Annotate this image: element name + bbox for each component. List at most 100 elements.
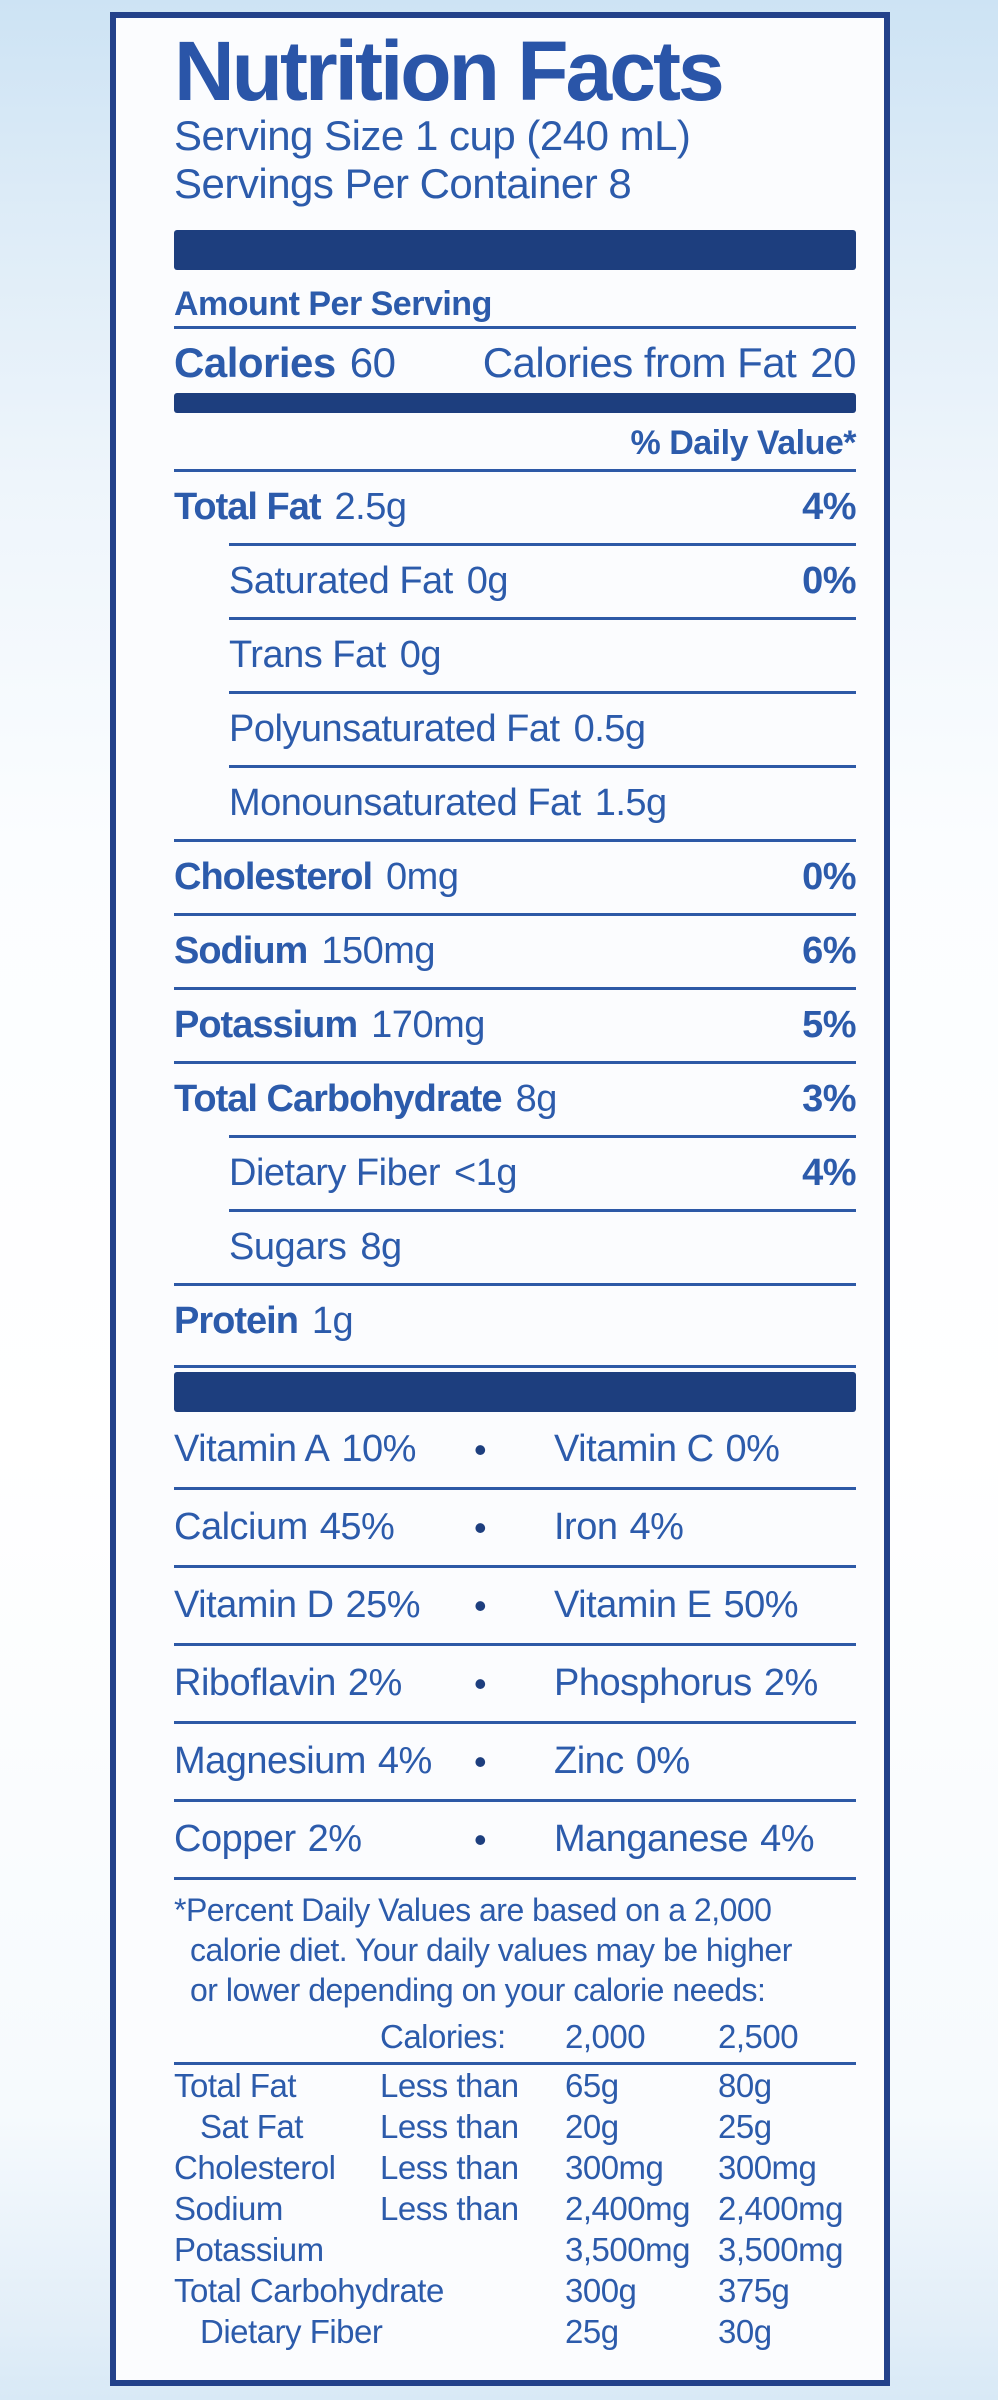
vitamin-name: Phosphorus — [554, 1662, 752, 1704]
vitamin-row-calcium-iron: Calcium 45% • Iron 4% — [174, 1490, 856, 1568]
nutrient-daily-value: 3% — [802, 1078, 856, 1120]
vitamin-value: 25% — [345, 1584, 421, 1626]
vitamin-name: Iron — [554, 1506, 618, 1548]
daily-value-footnote: *Percent Daily Values are based on a 2,0… — [174, 1890, 856, 2010]
nutrient-name: Dietary Fiber — [229, 1152, 441, 1194]
nutrient-name: Cholesterol — [174, 856, 373, 898]
footer-nutrient: Total Fat — [174, 2067, 297, 2104]
bullet-icon: • — [474, 1740, 487, 1782]
servings-per-container: Servings Per Container 8 — [174, 160, 632, 207]
footer-value-2500: 25g — [718, 2108, 772, 2145]
nutrient-name: Polyunsaturated Fat — [229, 708, 560, 750]
nutrient-name: Protein — [174, 1300, 299, 1342]
nutrient-amount: 1.5g — [594, 782, 667, 824]
footer-value-2000: 3,500mg — [565, 2231, 690, 2268]
vitamin-name: Vitamin E — [554, 1584, 712, 1626]
nutrient-row-trans-fat: Trans Fat 0g — [174, 620, 856, 691]
nutrient-amount: 8g — [360, 1226, 402, 1268]
vitamin-value: 2% — [763, 1662, 818, 1704]
bullet-icon: • — [474, 1818, 487, 1860]
nutrient-daily-value: 4% — [802, 486, 856, 528]
footer-value-2000: 300mg — [565, 2149, 664, 2186]
footer-nutrient: Sat Fat — [200, 2108, 303, 2145]
vitamin-right: Zinc 0% — [554, 1740, 690, 1783]
vitamin-value: 0% — [725, 1428, 780, 1470]
separator-rule — [174, 1283, 856, 1286]
nutrient-name: Sodium — [174, 930, 308, 972]
footnote-line: *Percent Daily Values are based on a 2,0… — [174, 1892, 772, 1928]
footer-header-spacer — [174, 2018, 380, 2056]
bullet-icon: • — [474, 1584, 487, 1626]
vitamin-name: Riboflavin — [174, 1662, 336, 1704]
calories-from-fat: Calories from Fat 20 — [482, 335, 857, 391]
footer-qualifier: Less than — [380, 2067, 519, 2104]
footnote-line: or lower depending on your calorie needs… — [190, 1972, 766, 2008]
footer-value-2500: 300mg — [718, 2149, 817, 2186]
bullet-icon: • — [474, 1428, 487, 1470]
vitamin-name: Vitamin D — [174, 1584, 334, 1626]
vitamin-right: Manganese 4% — [554, 1818, 815, 1861]
footer-nutrient: Sodium — [174, 2190, 283, 2227]
nutrient-name: Potassium — [174, 1004, 358, 1046]
footer-row-potassium: Potassium 3,500mg 3,500mg — [174, 2229, 856, 2270]
vitamin-value: 4% — [629, 1506, 684, 1548]
vitamin-right: Vitamin E 50% — [554, 1584, 798, 1627]
nutrient-row-total-fat: Total Fat 2.5g 4% — [174, 472, 856, 543]
footnote-line: calorie diet. Your daily values may be h… — [190, 1932, 792, 1968]
nutrient-row-saturated-fat: Saturated Fat 0g 0% — [174, 546, 856, 617]
nutrient-daily-value: 6% — [802, 930, 856, 972]
vitamin-row-d-e: Vitamin D 25% • Vitamin E 50% — [174, 1568, 856, 1646]
footer-qualifier: Less than — [380, 2108, 519, 2145]
footer-row-total-carbohydrate: Total Carbohydrate 300g 375g — [174, 2270, 856, 2311]
footer-nutrient: Cholesterol — [174, 2149, 336, 2186]
nutrient-amount: 170mg — [371, 1004, 485, 1046]
separator-rule — [174, 469, 856, 472]
footer-value-2000: 65g — [565, 2067, 619, 2104]
nutrient-name: Trans Fat — [229, 634, 386, 676]
vitamin-left: Vitamin A 10% — [174, 1428, 474, 1471]
separator-rule-indented — [229, 1209, 856, 1212]
separator-rule — [174, 1365, 856, 1368]
vitamin-row-riboflavin-phosphorus: Riboflavin 2% • Phosphorus 2% — [174, 1646, 856, 1724]
footer-row-cholesterol: Cholesterol Less than 300mg 300mg — [174, 2147, 856, 2188]
vitamin-row-magnesium-zinc: Magnesium 4% • Zinc 0% — [174, 1724, 856, 1802]
nutrient-name: Total Carbohydrate — [174, 1078, 503, 1120]
vitamin-row-a-c: Vitamin A 10% • Vitamin C 0% — [174, 1412, 856, 1490]
footer-qualifier — [380, 2229, 565, 2270]
separator-rule-indented — [229, 1135, 856, 1138]
nutrient-amount: 8g — [515, 1078, 558, 1120]
calories-value: 60 — [349, 339, 396, 386]
separator-rule — [174, 839, 856, 842]
nutrient-row-protein: Protein 1g — [174, 1286, 856, 1357]
footer-header-2000: 2,000 — [565, 2018, 646, 2055]
vitamin-name: Copper — [174, 1818, 296, 1860]
nutrient-daily-value: 0% — [802, 560, 856, 602]
nutrient-row-sugars: Sugars 8g — [174, 1212, 856, 1283]
vitamin-value: 0% — [635, 1740, 690, 1782]
separator-rule-indented — [229, 617, 856, 620]
vitamin-right: Vitamin C 0% — [554, 1428, 780, 1471]
calories-from-fat-label: Calories from Fat — [482, 339, 797, 386]
footer-table-header: Calories: 2,000 2,500 — [174, 2018, 856, 2065]
serving-size: Serving Size 1 cup (240 mL) — [174, 112, 691, 159]
nutrient-row-cholesterol: Cholesterol 0mg 0% — [174, 842, 856, 913]
bullet-icon: • — [474, 1506, 487, 1548]
footer-qualifier: Less than — [380, 2149, 519, 2186]
nutrient-row-potassium: Potassium 170mg 5% — [174, 990, 856, 1061]
nutrient-daily-value: 4% — [802, 1152, 856, 1194]
vitamin-value: 50% — [723, 1584, 798, 1626]
nutrient-amount: 0g — [466, 560, 509, 602]
nutrient-amount: 150mg — [321, 930, 436, 972]
separator-rule-indented — [229, 691, 856, 694]
nutrient-row-polyunsaturated-fat: Polyunsaturated Fat 0.5g — [174, 694, 856, 765]
footer-row-sodium: Sodium Less than 2,400mg 2,400mg — [174, 2188, 856, 2229]
vitamin-left: Copper 2% — [174, 1818, 474, 1861]
nutrient-daily-value: 0% — [802, 856, 856, 898]
nutrient-amount: 0.5g — [573, 708, 646, 750]
footer-header-calories: Calories: — [380, 2018, 506, 2055]
vitamin-left: Magnesium 4% — [174, 1740, 474, 1783]
daily-value-header: % Daily Value* — [630, 424, 857, 462]
separator-rule-indented — [229, 543, 856, 546]
nutrient-amount: 0g — [399, 634, 442, 676]
